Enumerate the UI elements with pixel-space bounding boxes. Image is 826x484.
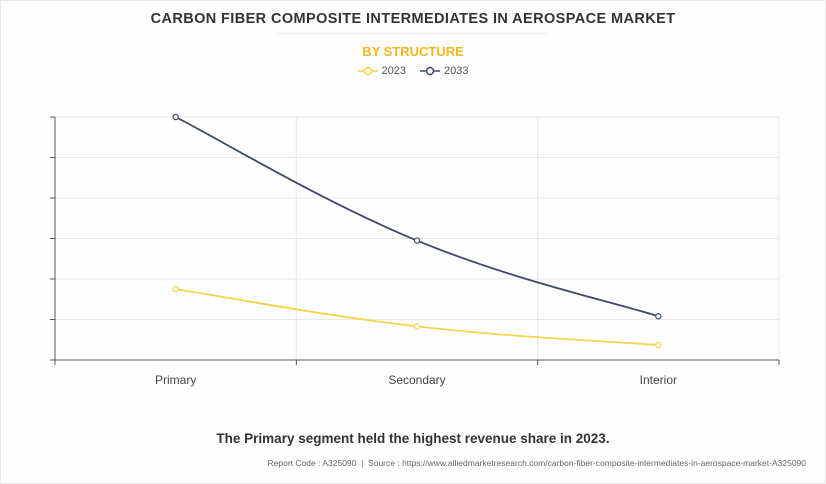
legend-label-2023: 2023 [381,65,406,77]
data-point-2023 [413,323,421,330]
data-point-2033 [655,313,662,320]
series-line-2023 [175,288,659,346]
legend-item-2023[interactable]: 2023 [357,65,406,77]
x-tick-label: Secondary [388,373,445,387]
footer-source: Report Code : A325090 | Source : https:/… [268,458,806,468]
legend-item-2033[interactable]: 2033 [420,65,468,77]
legend-marker-2033 [420,66,440,76]
source-link[interactable]: Source : https://www.alliedmarketresearc… [368,458,806,468]
title-divider [277,33,547,34]
chart-caption: The Primary segment held the highest rev… [216,431,610,446]
legend: 2023 2033 [0,65,826,77]
data-point-2023 [172,285,179,293]
report-code: Report Code : A325090 [267,458,357,468]
data-point-2033 [172,113,179,121]
chart-title: CARBON FIBER COMPOSITE INTERMEDIATES IN … [150,11,676,27]
chart-subtitle: BY STRUCTURE [362,44,464,59]
x-tick-label: Interior [640,373,677,387]
legend-label-2033: 2033 [444,65,469,77]
data-point-2033 [413,237,421,244]
x-tick-label: Primary [155,373,196,387]
series-line-2033 [175,116,659,318]
data-point-2023 [655,341,662,349]
legend-marker-2023 [357,66,378,76]
footer-separator: | [361,458,364,468]
